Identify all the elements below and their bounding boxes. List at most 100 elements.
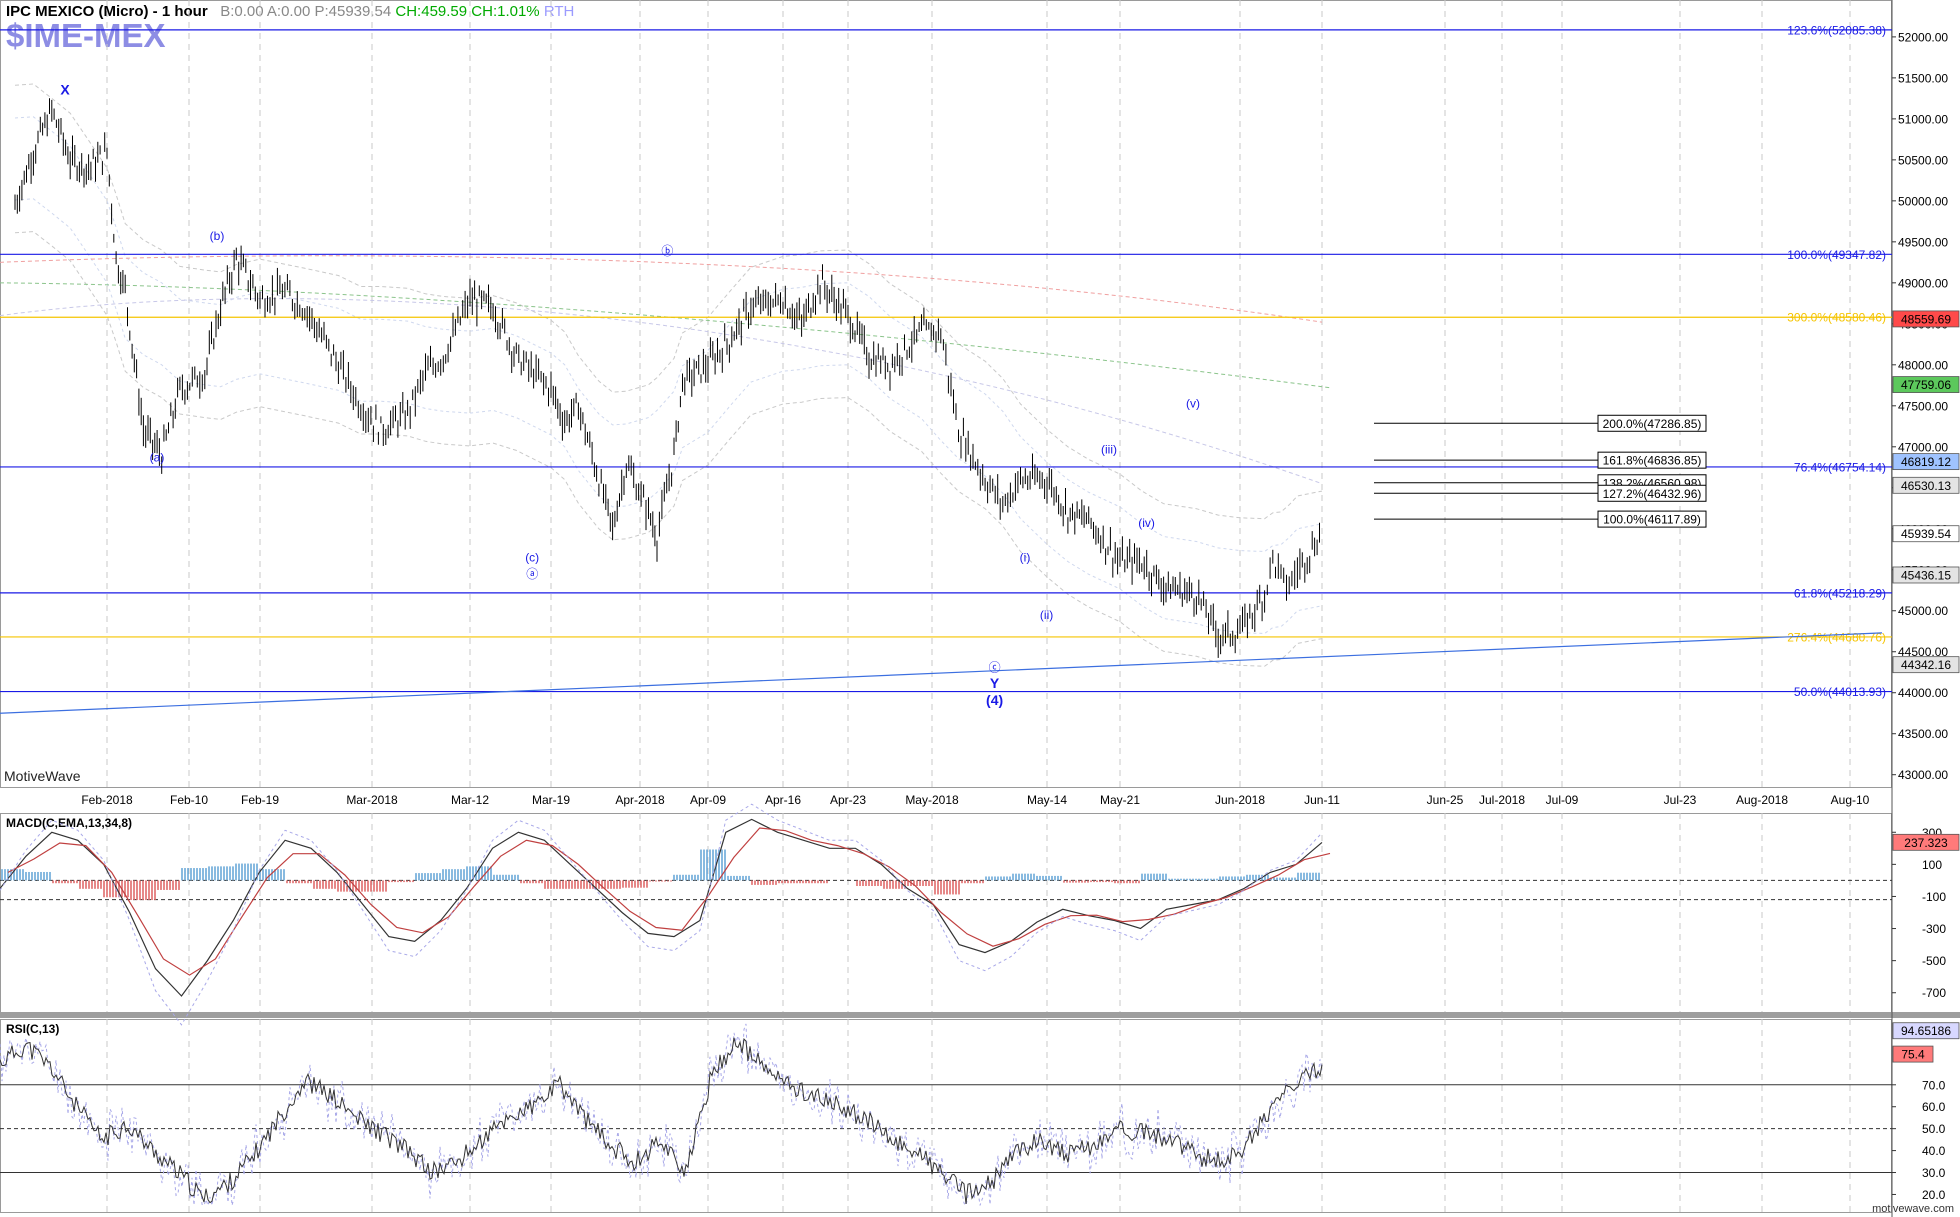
price-bars [14, 98, 1320, 658]
envelope-band-2 [14, 116, 1323, 553]
moving-average-red [0, 255, 1323, 323]
projection-label-4: 100.0%(46117.89) [1603, 513, 1701, 527]
macd-title: MACD(C,EMA,13,34,8) [6, 816, 132, 830]
wave-label-11: (v) [1186, 396, 1200, 410]
time-label-8: Apr-16 [765, 793, 801, 807]
rsi-band [0, 1023, 1323, 1208]
panel-separator [0, 1012, 1960, 1018]
time-label-10: May-2018 [905, 793, 959, 807]
macd-tick-label-4: -500 [1922, 954, 1946, 968]
price-tick-label-0: 52000.00 [1898, 30, 1948, 44]
price-tick-label-17: 43500.00 [1898, 727, 1948, 741]
time-label-14: Jun-11 [1304, 793, 1340, 807]
price-tick-label-16: 44000.00 [1898, 686, 1948, 700]
rsi-badge-value [1892, 1045, 1934, 1063]
panel-border-1 [0, 813, 1892, 1013]
time-label-18: Jul-23 [1664, 793, 1697, 807]
projection-label-0: 200.0%(47286.85) [1603, 417, 1702, 431]
price-badge-label-3: 46530.13 [1901, 479, 1951, 493]
macd-panel: MACD(C,EMA,13,34,8)300100-100-300-500-70… [0, 803, 1960, 1026]
time-label-7: Apr-09 [690, 793, 726, 807]
rsi-tick-label-3: 40.0 [1922, 1144, 1946, 1158]
wave-label-8: ⓒ [989, 660, 1001, 674]
time-label-6: Apr-2018 [615, 793, 665, 807]
time-label-16: Jul-2018 [1479, 793, 1525, 807]
time-label-19: Aug-2018 [1736, 793, 1788, 807]
rsi-tick-label-5: 20.0 [1922, 1188, 1946, 1202]
price-badge-1 [1892, 376, 1960, 393]
price-badge-label-1: 47759.06 [1901, 378, 1951, 392]
price-badge-label-6: 44342.16 [1901, 658, 1951, 672]
wave-label-7: (ii) [1040, 608, 1053, 622]
price-tick-label-5: 49500.00 [1898, 235, 1948, 249]
projection-label-3: 127.2%(46432.96) [1603, 487, 1702, 501]
fib-label-0: 123.6%(52085.38) [1787, 23, 1886, 37]
projection-box-0 [1597, 414, 1707, 432]
fibonacci-levels: 123.6%(52085.38) 100.0%(49347.82) 300.0%(4… [0, 23, 1892, 714]
projection-levels: 200.0%(47286.85)161.8%(46836.85)138.2%(4… [1374, 414, 1707, 528]
moving-average-green [0, 282, 1331, 389]
price-tick-label-4: 50000.00 [1898, 194, 1948, 208]
macd-signal-line [7, 827, 1331, 976]
price-tick-label-1: 51500.00 [1898, 71, 1948, 85]
fib-label-5: 276.4%(44680.76) [1787, 630, 1886, 644]
time-label-9: Apr-23 [830, 793, 866, 807]
panel-border-0 [0, 0, 1892, 788]
wave-label-0: X [60, 81, 70, 97]
fib-label-2: 300.0%(48580.46) [1787, 311, 1886, 325]
rsi-badge-top [1892, 1022, 1960, 1040]
macd-band-upper [0, 803, 1323, 1026]
rsi-badge-top-label: 94.65186 [1901, 1024, 1951, 1038]
price-tick-label-3: 50500.00 [1898, 153, 1948, 167]
time-label-20: Aug-10 [1831, 793, 1870, 807]
price-badge-label-5: 45436.15 [1901, 568, 1951, 582]
projection-label-1: 161.8%(46836.85) [1603, 454, 1702, 468]
time-label-15: Jun-25 [1427, 793, 1464, 807]
macd-tick-label-5: -700 [1922, 986, 1946, 1000]
envelope-band-1 [14, 231, 1323, 667]
ask-value: A:0.00 [266, 3, 311, 20]
time-label-5: Mar-19 [532, 793, 570, 807]
projection-box-3 [1597, 484, 1707, 502]
rsi-panel: RSI(C,13) 70.0 60.0 50.0 40.0 30.0 20.0 94.6518… [0, 1022, 1960, 1208]
price-axis: 52000.00 51500.00 51000.00 50500.00 50000.00… [1892, 30, 1960, 782]
macd-tick-label-2: -100 [1922, 890, 1946, 904]
rsi-line [0, 1037, 1323, 1205]
price-badge-label-0: 48559.69 [1901, 312, 1951, 326]
rsi-tick-label-0: 70.0 [1922, 1078, 1946, 1092]
rsi-title: RSI(C,13) [6, 1022, 59, 1036]
macd-badge-label: 237.323 [1904, 836, 1948, 850]
fib-label-6: 50.0%(44013.93) [1794, 685, 1886, 699]
time-label-12: May-21 [1100, 793, 1140, 807]
change-percent: CH:1.01% [471, 3, 540, 20]
wave-label-10: (4) [986, 692, 1003, 708]
symbol-label: $IME-MEX [6, 17, 166, 54]
price-tick-label-6: 49000.00 [1898, 276, 1948, 290]
price-badge-0 [1892, 310, 1960, 328]
macd-tick-label-1: 100 [1922, 858, 1942, 872]
wave-label-1: (b) [210, 229, 225, 243]
wave-label-13: (iv) [1138, 516, 1155, 530]
time-label-2: Feb-19 [241, 793, 279, 807]
price-badge-2 [1892, 453, 1960, 471]
price-tick-label-8: 48000.00 [1898, 358, 1948, 372]
price-tick-label-10: 47000.00 [1898, 440, 1948, 454]
envelope-bands [0, 83, 1331, 667]
macd-badge [1892, 833, 1960, 851]
price-badge-label-4: 45939.54 [1901, 527, 1951, 541]
price-tick-label-15: 44500.00 [1898, 645, 1948, 659]
fib-label-4: 61.8%(45218.29) [1794, 586, 1886, 600]
rsi-tick-label-4: 30.0 [1922, 1166, 1946, 1180]
price-badge-3 [1892, 476, 1960, 494]
rsi-tick-label-1: 60.0 [1922, 1100, 1946, 1114]
price-tick-label-18: 43000.00 [1898, 768, 1948, 782]
price-badge-4 [1892, 525, 1960, 543]
moving-average-lavender [0, 298, 1323, 485]
footer-site: motivewave.com [1872, 1203, 1954, 1215]
time-label-4: Mar-12 [451, 793, 489, 807]
projection-box-4 [1597, 510, 1707, 528]
price-tick-label-2: 51000.00 [1898, 112, 1948, 126]
rsi-badge-value-label: 75.4 [1901, 1048, 1925, 1062]
